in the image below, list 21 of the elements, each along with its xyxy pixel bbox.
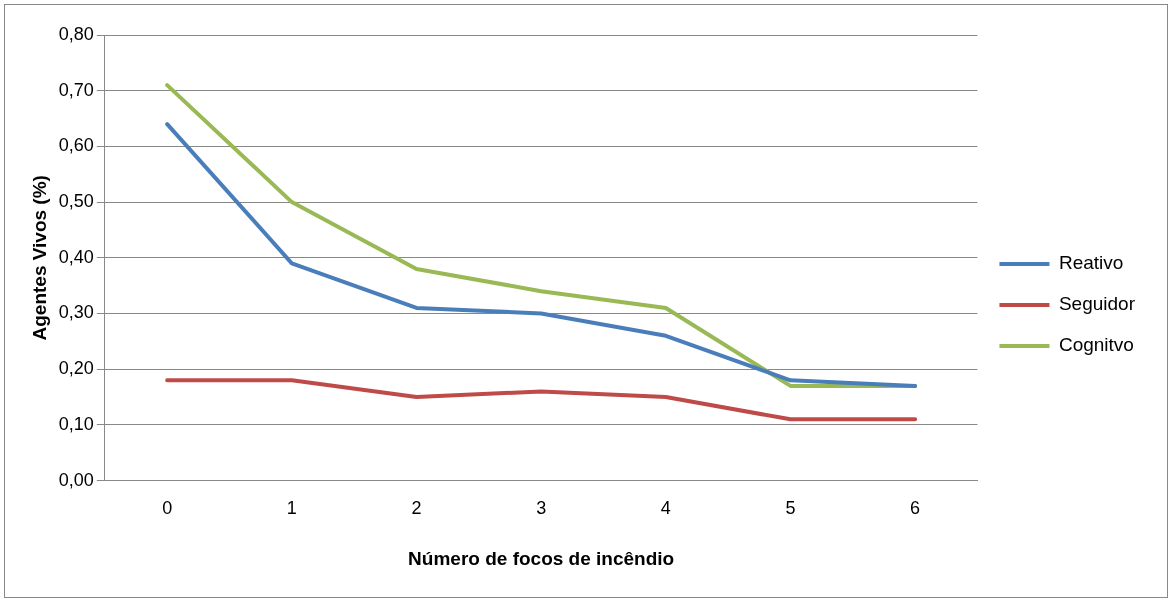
x-tick-label: 4: [660, 498, 671, 519]
y-tick-label: 0,40: [58, 246, 94, 267]
y-tick-label: 0,60: [58, 135, 94, 156]
x-tick-label: 5: [785, 498, 796, 519]
y-tick-label: 0,10: [58, 413, 94, 434]
y-tick-label: 0,00: [58, 469, 94, 490]
legend-label: Cognitvo: [1058, 334, 1134, 356]
y-axis-title: Agentes Vivos (%): [28, 175, 50, 341]
legend-label: Seguidor: [1058, 293, 1136, 315]
x-tick-label: 2: [411, 498, 422, 519]
x-tick-label: 0: [162, 498, 173, 519]
y-tick-label: 0,50: [58, 191, 94, 212]
legend-label: Reativo: [1058, 252, 1124, 274]
y-tick-label: 0,70: [58, 79, 94, 100]
x-axis-title: Número de focos de incêndio: [408, 547, 675, 569]
y-tick-label: 0,30: [58, 302, 94, 323]
x-tick-label: 6: [910, 498, 921, 519]
x-tick-label: 1: [286, 498, 297, 519]
x-tick-label: 3: [536, 498, 547, 519]
y-tick-label: 0,80: [58, 23, 94, 44]
y-tick-label: 0,20: [58, 358, 94, 379]
